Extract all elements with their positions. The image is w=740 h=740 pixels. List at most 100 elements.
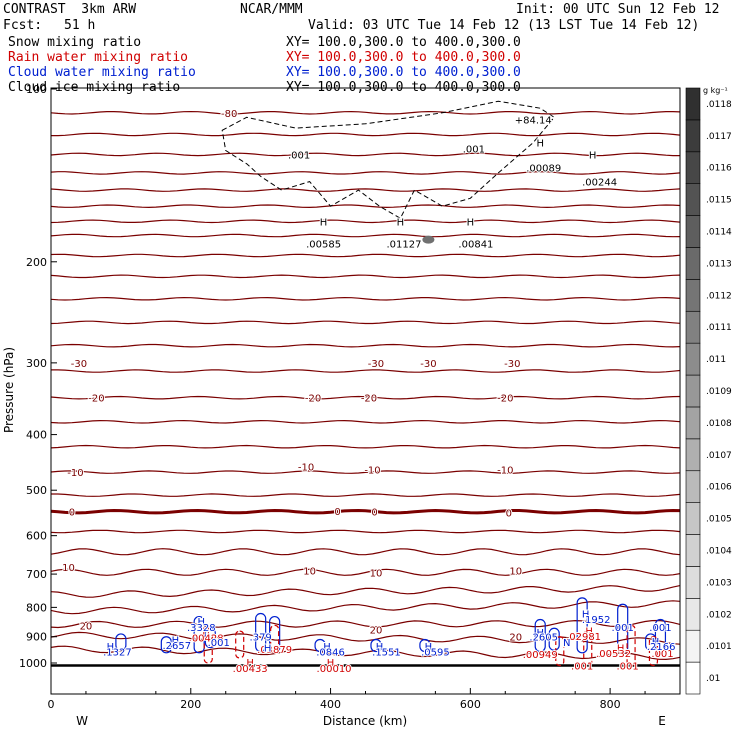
y-tick-label: 200 xyxy=(26,256,47,269)
snow-label: H xyxy=(397,217,405,228)
temperature-label: -20 xyxy=(305,394,321,405)
snow-label: .001 xyxy=(463,145,485,156)
y-tick-label: 900 xyxy=(26,631,47,644)
cloud-water-label: H xyxy=(264,644,272,655)
field-cloudwater-name: Cloud water mixing ratio xyxy=(8,65,196,80)
cloud-water-label: .001 xyxy=(649,623,671,634)
rain-contour xyxy=(583,630,593,667)
cloud-water-label: H xyxy=(582,610,590,621)
y-tick-label: 500 xyxy=(26,484,47,497)
x-tick-label: 0 xyxy=(48,698,55,711)
cloud-water-label: .0595 xyxy=(421,648,450,659)
y-tick-label: 100 xyxy=(26,83,47,96)
colorbar-level-label: .0118 xyxy=(706,100,732,110)
temperature-label: -20 xyxy=(88,394,104,405)
cloud-water-contour xyxy=(255,612,267,653)
forecast-label: Fcst: xyxy=(3,18,43,33)
cloud-water-label: H xyxy=(652,637,660,648)
east-label: E xyxy=(658,714,666,728)
y-tick-label: 600 xyxy=(26,530,47,543)
snow-label: H xyxy=(320,217,328,228)
rain-label: H xyxy=(202,627,210,638)
rain-label: .03879 xyxy=(257,645,292,656)
colorbar-swatch xyxy=(685,310,701,344)
cloud-water-label: .1551 xyxy=(372,648,401,659)
temperature-contour-line xyxy=(50,419,681,424)
cloud-water-label: H xyxy=(536,628,544,639)
colorbar-level-label: .0109 xyxy=(706,387,732,397)
x-tick-label: 600 xyxy=(460,698,481,711)
colorbar-level-label: .0105 xyxy=(706,515,732,525)
cloud-water-label: H xyxy=(376,642,384,653)
rain-contour xyxy=(555,636,565,667)
rain-label: .001 xyxy=(571,661,593,672)
colorbar-swatch xyxy=(685,151,701,184)
temperature-contour-line xyxy=(50,188,681,192)
cloud-water-contour xyxy=(370,638,382,653)
colorbar-swatch xyxy=(685,119,701,153)
cloud-water-contour xyxy=(534,618,546,653)
temperature-label: 0 xyxy=(506,509,512,520)
temperature-label: -30 xyxy=(504,359,520,370)
colorbar-level-label: .0101 xyxy=(706,642,732,652)
colorbar-level-label: .0108 xyxy=(706,419,732,429)
cloud-water-label: N xyxy=(563,638,570,649)
colorbar-swatch xyxy=(685,406,701,440)
colorbar-swatch xyxy=(685,566,701,599)
temperature-contour-line xyxy=(50,645,681,661)
temperature-contour-line xyxy=(50,619,681,629)
colorbar-level-label: .0112 xyxy=(706,291,732,301)
cloud-water-label: H xyxy=(107,642,115,653)
colorbar-swatch xyxy=(685,470,701,503)
colorbar-level-label: .0104 xyxy=(706,546,732,556)
temperature-contour-line xyxy=(50,204,681,209)
cloud-water-contour xyxy=(160,636,172,654)
temperature-label: -10 xyxy=(298,463,314,474)
snow-label: .00244 xyxy=(582,178,617,189)
x-tick-label: 200 xyxy=(180,698,201,711)
temperature-label: 0 xyxy=(371,508,377,519)
colorbar-swatch xyxy=(685,215,701,248)
y-tick-label: 700 xyxy=(26,568,47,581)
rain-label: .00532 xyxy=(596,649,631,660)
rain-contour xyxy=(270,624,280,654)
temperature-contour-line xyxy=(50,274,681,279)
temperature-label: -30 xyxy=(368,359,384,370)
snow-label: H xyxy=(589,150,597,161)
colorbar-swatch xyxy=(685,374,701,408)
colorbar-level-label: .0106 xyxy=(706,483,732,493)
colorbar-swatch xyxy=(685,279,701,312)
colorbar-swatch xyxy=(685,661,701,695)
snow-label: H xyxy=(536,139,544,150)
colorbar-level-label: .0116 xyxy=(706,164,732,174)
field-rain-name: Rain water mixing ratio xyxy=(8,50,189,65)
cloud-water-label: .2605 xyxy=(529,633,558,644)
y-tick-label: 1000 xyxy=(19,657,47,670)
rain-label: H xyxy=(585,627,593,638)
field-snow-name: Snow mixing ratio xyxy=(8,35,142,50)
cloud-water-label: .3328 xyxy=(187,623,216,634)
snow-label: .00089 xyxy=(526,163,561,174)
snow-max-shading xyxy=(422,235,435,244)
temperature-label: 20 xyxy=(509,633,522,644)
cloud-ice-label: +84.14 xyxy=(515,115,552,126)
temperature-contour-line xyxy=(50,568,681,576)
cloud-water-label: .1952 xyxy=(582,615,611,626)
temperature-contour-line xyxy=(50,171,681,175)
cloud-water-label: .379 xyxy=(250,633,272,644)
colorbar-swatch xyxy=(685,629,701,663)
cloud-water-label: H xyxy=(323,642,331,653)
cloud-water-label: H xyxy=(172,635,180,646)
cloud-water-label: .2166 xyxy=(647,642,676,653)
valid-time: Valid: 03 UTC Tue 14 Feb 12 (13 LST Tue … xyxy=(308,18,700,33)
temperature-label: -80 xyxy=(221,109,237,120)
colorbar-swatch xyxy=(685,438,701,472)
temperature-contour-line xyxy=(51,132,681,137)
cloud-water-label: H xyxy=(197,617,205,628)
temperature-label: 0 xyxy=(334,507,340,518)
snow-label: H xyxy=(467,217,475,228)
temperature-contour-line xyxy=(50,548,681,556)
colorbar-level-label: .0115 xyxy=(706,196,732,206)
temperature-contour-line xyxy=(50,253,681,258)
forecast-hour: 51 h xyxy=(64,18,96,33)
